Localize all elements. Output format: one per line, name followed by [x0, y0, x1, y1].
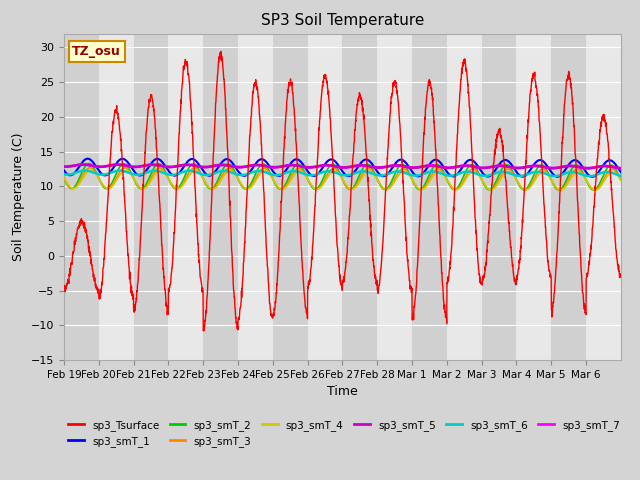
Title: SP3 Soil Temperature: SP3 Soil Temperature	[260, 13, 424, 28]
Legend: sp3_Tsurface, sp3_smT_1, sp3_smT_2, sp3_smT_3, sp3_smT_4, sp3_smT_5, sp3_smT_6, : sp3_Tsurface, sp3_smT_1, sp3_smT_2, sp3_…	[64, 416, 624, 451]
Bar	[204, 34, 238, 360]
Bar	[64, 34, 99, 360]
Bar	[412, 34, 447, 360]
Bar	[481, 34, 516, 360]
Bar	[134, 34, 168, 360]
X-axis label: Time: Time	[327, 385, 358, 398]
Text: TZ_osu: TZ_osu	[72, 45, 121, 58]
Bar	[342, 34, 377, 360]
Bar	[273, 34, 308, 360]
Y-axis label: Soil Temperature (C): Soil Temperature (C)	[12, 132, 26, 261]
Bar	[551, 34, 586, 360]
